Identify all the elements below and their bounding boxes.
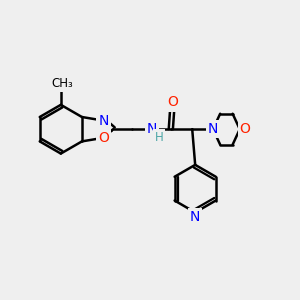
Text: N: N: [98, 114, 109, 128]
Text: N: N: [208, 122, 218, 136]
Text: N: N: [190, 210, 200, 224]
Text: N: N: [147, 122, 157, 136]
Text: O: O: [98, 131, 109, 145]
Text: H: H: [154, 131, 163, 144]
Text: O: O: [167, 95, 178, 110]
Text: CH₃: CH₃: [51, 77, 73, 90]
Text: O: O: [240, 122, 250, 136]
